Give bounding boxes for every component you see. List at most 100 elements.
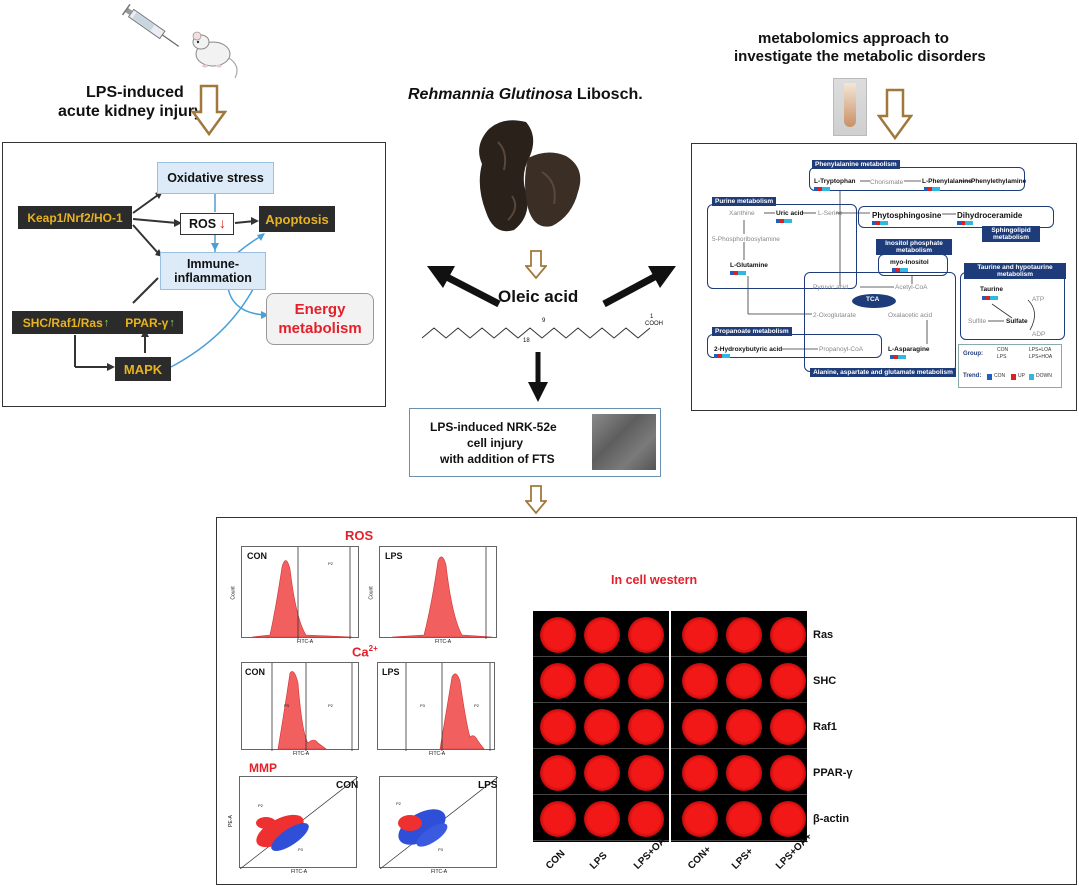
western-well (584, 709, 620, 745)
l-asparagine: L-Asparagine (888, 346, 930, 353)
metabolism-legend: Group: CON LPS LPS+LOA LPS+HOA Trend: CO… (958, 344, 1062, 388)
cell-line1: LPS-induced NRK-52e (430, 420, 557, 434)
western-well (726, 801, 762, 837)
western-well (584, 801, 620, 837)
ca-label: Ca (352, 644, 369, 660)
top-right-title-line2: investigate the metabolic disorders (734, 48, 986, 65)
keap-box: Keap1/Nrf2/HO-1 (18, 206, 132, 229)
ppar-label: PPAR-γ (125, 315, 169, 330)
western-well (682, 617, 718, 653)
western-well (628, 755, 664, 791)
propanoate-title: Propanoate metabolism (712, 327, 792, 336)
sphingolipid-box (858, 206, 1054, 228)
uric-acid: Uric acid (776, 210, 804, 217)
mmp-con-scatter: CON P2 P3 (239, 776, 358, 870)
pathway-connectors (74, 183, 269, 371)
right-hollow-down-arrow-icon (876, 88, 914, 145)
structure-num-18: 18 (523, 338, 530, 344)
phenylalanine-title: Phenylalanine metabolism (812, 160, 900, 169)
herb-name-rest: Libosch. (572, 86, 643, 103)
ros-down-arrow-icon: ↓ (219, 215, 226, 231)
inositol-title: Inositol phosphate metabolism (876, 239, 952, 255)
ca-lps-p3: P3 (420, 703, 425, 708)
western-well (628, 617, 664, 653)
mmp-con-xlabel: FITC-A (291, 869, 308, 875)
alanine-title: Alanine, aspartate and glutamate metabol… (810, 368, 956, 377)
trend-swatch (814, 187, 830, 191)
legend-trend-con: CON (994, 373, 1006, 379)
western-well (770, 709, 806, 745)
mmp-lps-p3: P3 (438, 847, 443, 852)
western-well (770, 755, 806, 791)
sulfite: Sulfite (968, 318, 987, 325)
ca-lps-histogram: LPS P3 P2 (377, 662, 495, 751)
western-well (770, 663, 806, 699)
western-column-label: LPS+ (730, 846, 756, 872)
cell-line3: with addition of FTS (440, 452, 555, 466)
western-well (540, 709, 576, 745)
l-tryptophan: L-Tryptophan (814, 178, 856, 185)
taurine: Taurine (980, 286, 1003, 293)
alanine-label: Alanine, aspartate and glutamate metabol… (813, 369, 953, 376)
trend-swatch (890, 355, 906, 359)
western-block-separator (669, 611, 671, 842)
mmp-lps-scatter: LPS P2 P3 (379, 776, 499, 870)
mmp-title: MMP (249, 761, 277, 775)
ros-lps-xlabel: FITC-A (435, 639, 452, 645)
pathway-panel: Oxidative stress ROS ↓ Apoptosis Keap1/N… (2, 142, 386, 407)
apoptosis-box: Apoptosis (259, 206, 335, 232)
metabolism-panel: Phenylalanine metabolism L-Tryptophan Ch… (691, 143, 1077, 411)
ros-lps-histogram: LPS (379, 546, 497, 639)
western-well (726, 617, 762, 653)
western-well (726, 755, 762, 791)
oxoglutarate: 2-Oxoglutarate (813, 312, 856, 319)
ca-con-p3: P3 (284, 703, 289, 708)
arrow-to-left-panel-icon (425, 262, 505, 317)
small-hollow-down-arrow-icon (524, 250, 548, 285)
western-column-label: CON (544, 848, 568, 872)
ros-con-histogram: CON P2 (241, 546, 359, 639)
western-well (770, 801, 806, 837)
pyruvic: Pyruvic acid (813, 284, 849, 291)
western-column-label: LPS (588, 850, 610, 872)
structure-num-9: 9 (542, 318, 546, 324)
legend-con-swatch (987, 374, 992, 380)
l-phenylalanine: L-Phenylalanine (922, 178, 972, 185)
trend-swatch (730, 271, 746, 275)
phenylalanine-metabolism-box (809, 167, 1025, 191)
myo-inositol: myo-Inositol (890, 259, 929, 266)
trend-swatch (924, 187, 940, 191)
trend-swatch (957, 221, 973, 225)
ca-con-histogram: CON P3 P2 (241, 662, 359, 751)
mmp-lps-xlabel: FITC-A (431, 869, 448, 875)
trend-swatch (982, 296, 998, 300)
legend-lpsloa: LPS+LOA (1029, 347, 1052, 353)
ros-lps-label: LPS (385, 551, 403, 561)
herb-name: Rehmannia Glutinosa Libosch. (408, 86, 643, 104)
legend-down: DOWN (1036, 373, 1052, 379)
western-well (726, 709, 762, 745)
ros-lps-ylabel: Count (368, 586, 375, 600)
legend-con: CON (997, 347, 1009, 353)
legend-group-label: Group: (963, 351, 983, 357)
rehmannia-root-image (468, 112, 594, 240)
shc-box: SHC/Raf1/Ras ↑ (12, 311, 120, 334)
propanoate-box (707, 334, 882, 358)
tca-label: TCA (866, 296, 880, 303)
metabolism-connectors (743, 180, 1035, 350)
trend-swatch (776, 219, 792, 223)
western-well (682, 801, 718, 837)
western-row-label: SHC (813, 675, 837, 687)
dihydroceramide: Dihydroceramide (957, 211, 1023, 220)
ca-con-p2: P2 (328, 703, 333, 708)
mouse-icon (185, 24, 245, 80)
western-well (682, 709, 718, 745)
taurine-label: Taurine and hypotaurine metabolism (977, 264, 1053, 278)
inositol-label: Inositol phosphate metabolism (885, 240, 943, 254)
phytosphingosine: Phytosphingosine (872, 211, 942, 220)
western-well (628, 663, 664, 699)
l-glutamine: L-Glutamine (730, 262, 768, 269)
herb-name-italic: Rehmannia Glutinosa (408, 86, 573, 103)
ca-con-xlabel: FITC-A (293, 751, 310, 757)
results-panel: ROS CON P2 FITC-A Count LPS FITC-A Count… (216, 517, 1077, 885)
